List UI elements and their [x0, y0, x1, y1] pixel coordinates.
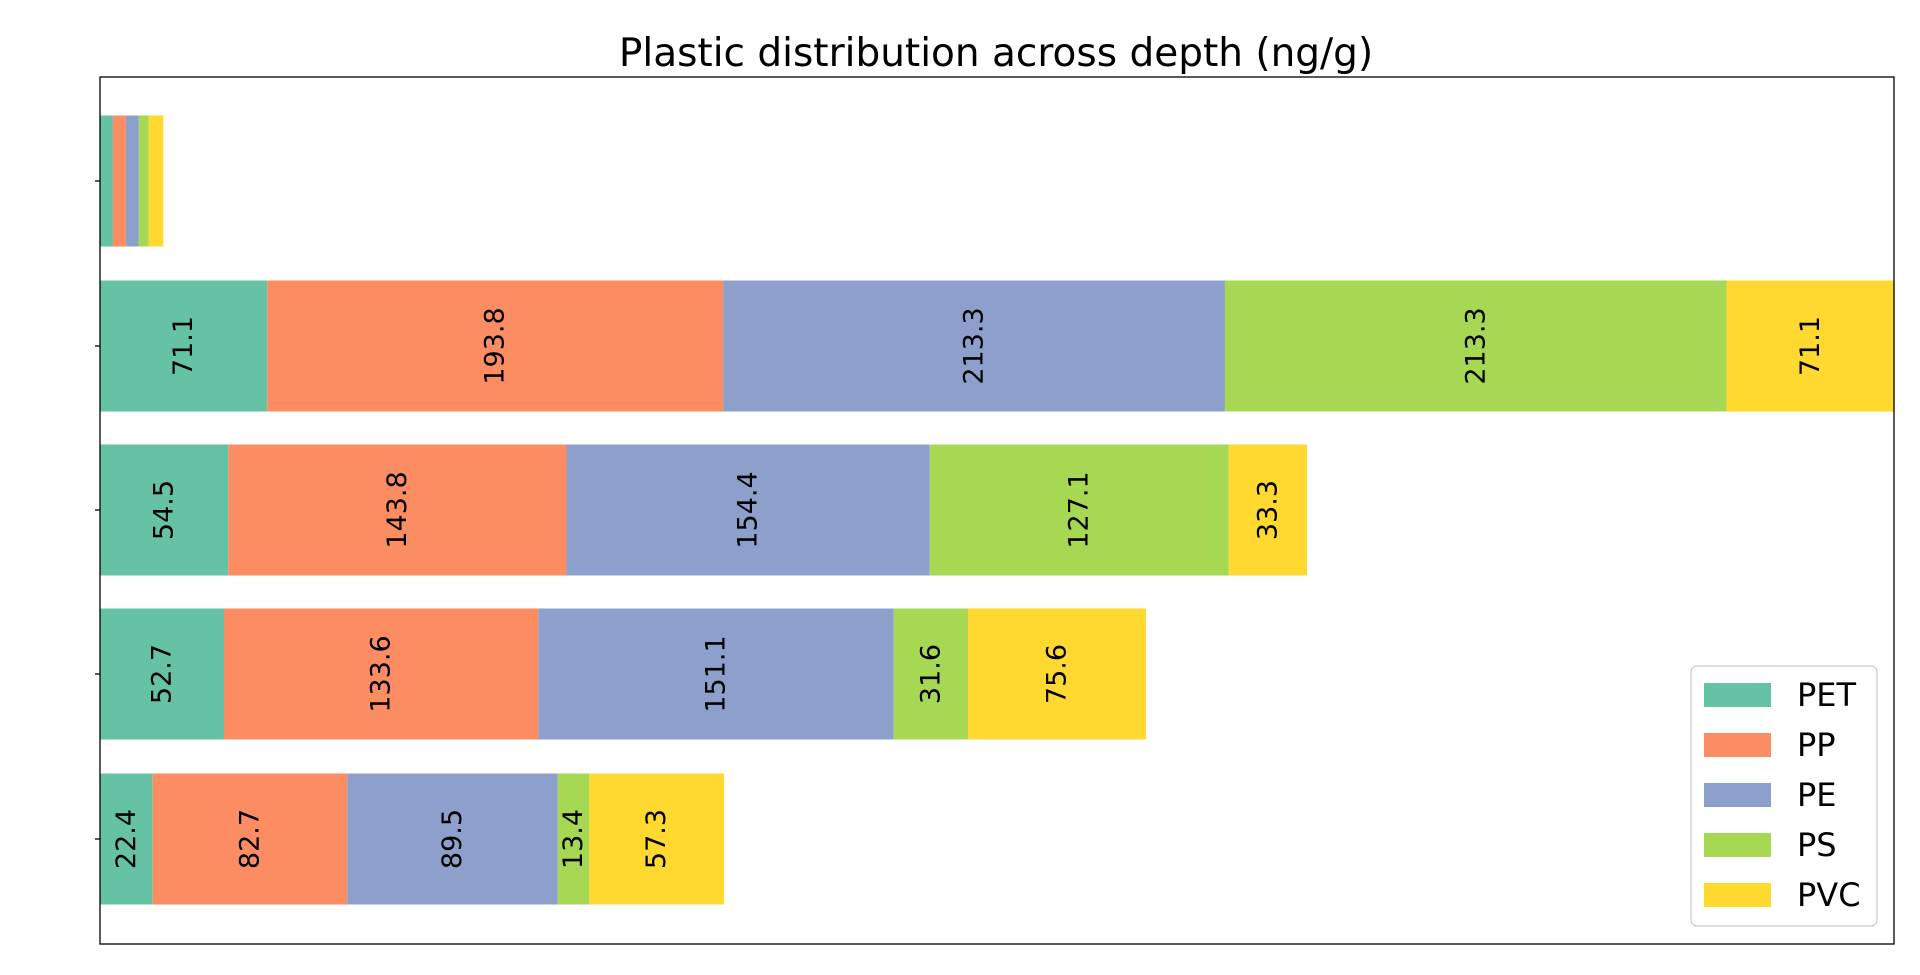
bar-value-label: 75.6	[1041, 644, 1072, 704]
bar-value-label: 33.3	[1252, 480, 1283, 540]
legend-label-pvc: PVC	[1797, 876, 1861, 914]
bar-ps-row-5	[557, 773, 590, 905]
legend-swatch-pp	[1704, 733, 1771, 757]
bar-ps-row-4	[893, 608, 969, 740]
bar-value-label: 193.8	[480, 307, 511, 384]
bar-pvc-row-2	[1726, 280, 1894, 412]
legend-swatch-pvc	[1704, 883, 1771, 907]
bar-value-label: 71.1	[168, 316, 199, 376]
bar-pp-row-4	[223, 608, 539, 740]
bar-pvc-row-5	[589, 773, 725, 905]
bar-pe-row-4	[538, 608, 894, 740]
y-axis-ticks	[95, 180, 100, 840]
bar-value-label: 143.8	[382, 471, 413, 548]
bar-value-label: 31.6	[915, 644, 946, 704]
bar-ps-row-2	[1224, 280, 1727, 412]
bar-value-label: 54.5	[149, 480, 180, 540]
legend-label-pet: PET	[1797, 676, 1857, 714]
legend-label-ps: PS	[1797, 826, 1837, 864]
bar-pet-row-4	[100, 608, 224, 740]
legend-label-pp: PP	[1797, 726, 1836, 764]
bar-pet-row-2	[100, 280, 268, 412]
bar-value-label: 82.7	[234, 809, 265, 869]
bar-pp-row-1	[112, 115, 126, 247]
legend-label-pe: PE	[1797, 776, 1837, 814]
bar-pet-row-5	[100, 773, 153, 905]
bar-pvc-row-1	[148, 115, 164, 247]
legend-swatch-ps	[1704, 833, 1771, 857]
bar-value-label: 22.4	[111, 809, 142, 869]
chart-title: Plastic distribution across depth (ng/g)	[619, 31, 1373, 76]
bar-ps-row-3	[929, 444, 1229, 576]
bar-value-label: 13.4	[558, 809, 589, 869]
bar-pet-row-3	[100, 444, 229, 576]
legend-swatch-pe	[1704, 783, 1771, 807]
bar-pe-row-1	[125, 115, 139, 247]
bar-pp-row-5	[152, 773, 348, 905]
bar-value-label: 213.3	[1460, 307, 1491, 384]
bar-value-label: 154.4	[733, 471, 764, 548]
bar-value-label: 89.5	[437, 809, 468, 869]
bars: 71.1 193.8 213.3 213.3 71.1 54.5 143.8 154.4 127…	[100, 115, 1894, 905]
bar-value-label: 57.3	[641, 809, 672, 869]
legend-frame	[1690, 665, 1878, 927]
legend-swatch-pet	[1704, 683, 1771, 707]
bar-pvc-row-3	[1228, 444, 1308, 576]
bar-pvc-row-4	[968, 608, 1146, 740]
bar-pet-row-1	[100, 115, 113, 247]
bar-pp-row-2	[267, 280, 724, 412]
bar-value-label: 213.3	[959, 307, 990, 384]
plot-frame	[99, 76, 1895, 945]
bar-pe-row-5	[347, 773, 558, 905]
bar-pe-row-3	[566, 444, 930, 576]
legend: PET PP PE PS PVC	[1690, 665, 1878, 927]
bar-value-label: 71.1	[1795, 316, 1826, 376]
bar-pp-row-3	[228, 444, 567, 576]
bar-value-label: 151.1	[701, 635, 732, 712]
bar-value-label: 133.6	[366, 635, 397, 712]
bar-ps-row-1	[138, 115, 149, 247]
bar-pe-row-2	[723, 280, 1225, 412]
bar-value-label: 127.1	[1064, 471, 1095, 548]
bar-value-label: 52.7	[146, 644, 177, 704]
